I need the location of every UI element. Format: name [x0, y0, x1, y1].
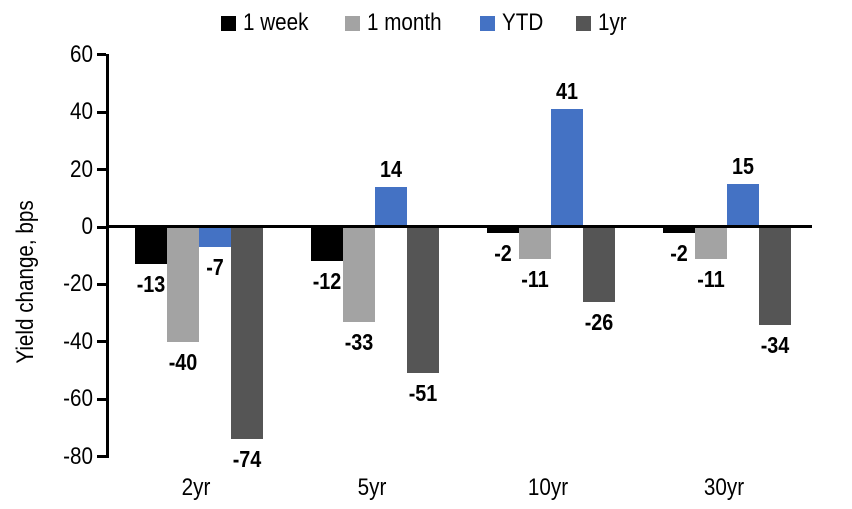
x-category-label-30yr: 30yr — [703, 474, 745, 501]
bar-value-label: -7 — [206, 254, 224, 281]
legend-label: 1 week — [242, 9, 309, 36]
bar-1yr-2yr — [231, 227, 263, 440]
legend-item-ytd: YTD — [479, 9, 550, 36]
y-tick-label: 20 — [70, 155, 93, 183]
legend-label: 1 month — [366, 9, 442, 36]
legend-item-1yr: 1yr — [575, 9, 631, 36]
bar-value-label: -2 — [494, 239, 512, 266]
legend-label: 1yr — [597, 9, 627, 36]
y-tick-mark — [97, 397, 106, 401]
bar-value-label: 14 — [379, 155, 403, 182]
y-tick-label: -40 — [63, 327, 93, 355]
x-category-label-2yr: 2yr — [181, 474, 211, 501]
legend-swatch-icon — [220, 15, 236, 31]
chart-legend: 1 week 1 month YTD 1yr — [0, 10, 852, 36]
bar-value-label: -2 — [670, 239, 688, 266]
legend-item-1-month: 1 month — [344, 9, 454, 36]
bar-1-month-5yr — [343, 227, 375, 322]
y-tick-label: 0 — [81, 213, 93, 240]
bar-value-label: -51 — [408, 380, 438, 407]
bar-1yr-30yr — [759, 227, 791, 325]
y-tick-label: -60 — [63, 385, 93, 413]
bar-ytd-5yr — [375, 186, 407, 227]
y-tick-label: 60 — [70, 40, 93, 68]
bar-ytd-10yr — [551, 109, 583, 227]
legend-swatch-icon — [479, 15, 495, 31]
y-tick-mark — [97, 455, 106, 459]
bar-1-week-5yr — [311, 227, 343, 262]
bar-ytd-2yr — [199, 227, 231, 248]
bar-value-label: -13 — [136, 271, 166, 298]
bar-1-week-2yr — [135, 227, 167, 265]
x-category-label-10yr: 10yr — [527, 474, 569, 501]
bar-value-label: -12 — [312, 268, 342, 295]
bar-value-label: -11 — [697, 265, 725, 292]
y-tick-mark — [97, 340, 106, 344]
bar-value-label: -26 — [584, 308, 614, 335]
y-tick-mark — [97, 225, 106, 229]
bar-1yr-5yr — [407, 227, 439, 374]
x-category-label-5yr: 5yr — [357, 474, 387, 501]
bar-value-label: 15 — [731, 152, 755, 179]
legend-swatch-icon — [575, 15, 591, 31]
y-tick-label: -20 — [63, 270, 93, 298]
y-axis-title: Yield change, bps — [12, 200, 39, 364]
legend-item-1-week: 1 week — [220, 9, 319, 36]
y-axis-line — [106, 54, 109, 458]
y-tick-label: -80 — [63, 442, 93, 470]
legend-label: YTD — [501, 9, 543, 36]
bar-value-label: -11 — [521, 265, 549, 292]
y-tick-label: 40 — [70, 98, 93, 126]
bar-1-week-30yr — [663, 227, 695, 233]
bar-value-label: -34 — [760, 331, 790, 358]
bar-value-label: -40 — [168, 348, 198, 375]
y-tick-mark — [97, 110, 106, 114]
y-tick-mark — [97, 53, 106, 57]
bar-1-week-10yr — [487, 227, 519, 233]
bar-1yr-10yr — [583, 227, 615, 302]
y-tick-mark — [97, 282, 106, 286]
bar-value-label: -74 — [232, 446, 262, 473]
bar-value-label: -33 — [344, 328, 374, 355]
bar-1-month-30yr — [695, 227, 727, 259]
zero-baseline — [106, 225, 812, 228]
bar-ytd-30yr — [727, 183, 759, 227]
legend-swatch-icon — [344, 15, 360, 31]
bar-value-label: 41 — [555, 78, 579, 105]
bar-1-month-2yr — [167, 227, 199, 342]
y-tick-mark — [97, 168, 106, 172]
bar-1-month-10yr — [519, 227, 551, 259]
